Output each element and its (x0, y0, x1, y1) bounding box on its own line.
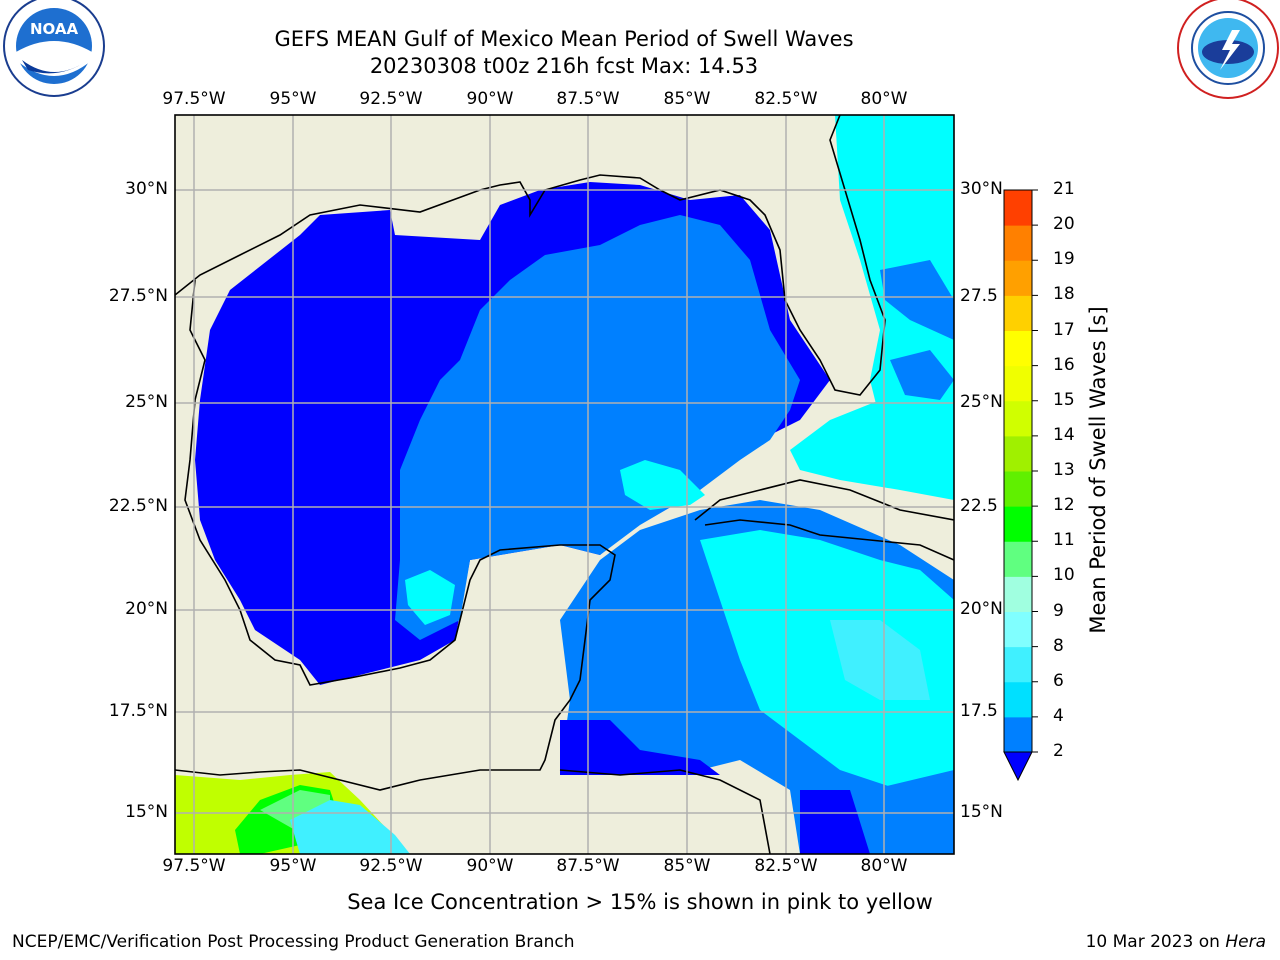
caribbean-south-blue (870, 770, 954, 854)
lon-label-bottom: 80°W (860, 856, 908, 876)
colorbar-bin (1004, 541, 1032, 577)
colorbar-bin (1004, 576, 1032, 612)
campeche-cyan-patch (405, 570, 455, 625)
lat-label-right: 27.5 (960, 286, 998, 306)
colorbar-tick-label: 2 (1053, 741, 1064, 761)
lon-label-top: 90°W (466, 89, 514, 109)
nws-logo (1177, 0, 1279, 99)
honduras-dark-blue-patch (560, 720, 720, 775)
colorbar-tick-label: 19 (1053, 249, 1075, 270)
colorbar-bin (1004, 435, 1032, 472)
colorbar-tick-label: 10 (1053, 565, 1075, 586)
caribbean-dark-blue-patch (800, 790, 870, 854)
title-line-2: 20230308 t00z 216h fcst Max: 14.53 (369, 54, 759, 78)
colorbar-bin (1004, 260, 1032, 296)
lon-label-bottom: 97.5°W (162, 856, 226, 876)
colorbar-tick-label: 15 (1053, 389, 1075, 410)
lat-label-left: 15°N (125, 802, 168, 822)
straits-cyan-region (790, 400, 954, 500)
lon-label-bottom: 87.5°W (556, 856, 620, 876)
caribbean-cyan-region (700, 530, 954, 820)
colorbar-tick-label: 14 (1053, 424, 1075, 445)
colorbar-tick-label: 6 (1053, 670, 1064, 691)
colorbar-bin (1004, 330, 1032, 367)
colorbar-bin (1004, 190, 1032, 226)
colorbar-tick-label: 9 (1053, 600, 1064, 621)
map-area (175, 115, 954, 854)
noaa-logo-text: NOAA (30, 20, 79, 38)
colorbar (1003, 189, 1038, 782)
footer-host: Hera (1225, 932, 1266, 952)
lon-label-top: 92.5°W (359, 89, 423, 109)
lon-label-top: 95°W (269, 89, 317, 109)
lat-label-right: 20°N (960, 599, 1003, 619)
lat-label-left: 20°N (125, 599, 168, 619)
gridlines (175, 115, 954, 854)
noaa-logo (3, 0, 105, 97)
colorbar-bin (1004, 716, 1032, 753)
lat-label-left: 25°N (125, 392, 168, 412)
colorbar-bin (1004, 611, 1032, 648)
colorbar-tick-label: 18 (1053, 284, 1075, 305)
lon-label-bottom: 82.5°W (754, 856, 818, 876)
colorbar-label: Mean Period of Swell Waves [s] (1086, 306, 1110, 634)
lat-label-right: 22.5 (960, 496, 998, 516)
atlantic-blue-patch (880, 260, 954, 340)
gulf-blue-region (395, 215, 800, 640)
lon-label-top: 82.5°W (754, 89, 818, 109)
colorbar-bin (1004, 471, 1032, 507)
colorbar-tick-label: 13 (1053, 460, 1075, 480)
map-frame (174, 114, 955, 855)
lat-label-right: 30°N (960, 179, 1003, 199)
gulf-cyan-patch (620, 460, 705, 510)
footer-credit: NCEP/EMC/Verification Post Processing Pr… (12, 932, 575, 952)
lat-label-left: 17.5°N (108, 701, 168, 721)
colorbar-bin (1004, 400, 1032, 437)
lon-label-bottom: 90°W (466, 856, 514, 876)
title-line-1: GEFS MEAN Gulf of Mexico Mean Period of … (274, 27, 854, 51)
lat-label-left: 27.5°N (108, 286, 168, 306)
caribbean-lightcyan-patch (830, 620, 930, 700)
colorbar-tick-label: 17 (1053, 319, 1075, 340)
colorbar-bin (1004, 295, 1032, 331)
colorbar-extend-arrow (1003, 751, 1033, 782)
colorbar-tick-label: 20 (1053, 214, 1075, 235)
colorbar-tick-label: 21 (1053, 179, 1075, 199)
colorbar-tick-label: 8 (1053, 635, 1064, 656)
colorbar-bin (1004, 506, 1032, 542)
lat-label-left: 30°N (125, 179, 168, 199)
lat-label-left: 22.5°N (108, 496, 168, 516)
lon-label-top: 87.5°W (556, 89, 620, 109)
coastlines (175, 115, 954, 854)
colorbar-tick-label: 12 (1053, 495, 1075, 516)
lon-label-top: 97.5°W (162, 89, 226, 109)
lat-label-right: 17.5 (960, 701, 998, 721)
lon-label-top: 85°W (663, 89, 711, 109)
colorbar-bin (1004, 681, 1032, 718)
colorbar-tick-label: 16 (1053, 354, 1075, 375)
colorbar-tick-label: 4 (1053, 705, 1064, 726)
footer-date-text: 10 Mar 2023 on (1085, 932, 1220, 952)
lat-label-right: 25°N (960, 392, 1003, 412)
footer-date: 10 Mar 2023 on Hera (1086, 932, 1266, 952)
sea-ice-note: Sea Ice Concentration > 15% is shown in … (347, 890, 933, 914)
colorbar-bin (1004, 225, 1032, 261)
lon-label-top: 80°W (860, 89, 908, 109)
bahamas-blue-patch (890, 350, 954, 400)
lat-label-right: 15°N (960, 802, 1003, 822)
colorbar-bin (1004, 365, 1032, 402)
lon-label-bottom: 92.5°W (359, 856, 423, 876)
lon-label-bottom: 85°W (663, 856, 711, 876)
colorbar-tick-label: 11 (1053, 530, 1075, 551)
lon-label-bottom: 95°W (269, 856, 317, 876)
colorbar-bin (1004, 646, 1032, 683)
